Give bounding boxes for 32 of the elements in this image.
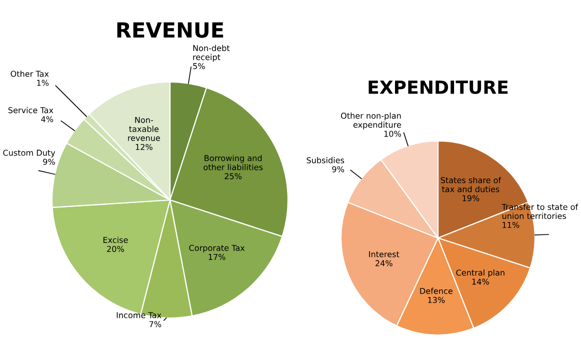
- slice-label: Subsidies: [306, 157, 344, 164]
- data-label: 19%: [462, 195, 480, 202]
- slice-label: Excise: [103, 236, 128, 243]
- data-label: 12%: [136, 144, 152, 150]
- data-label: 10%: [384, 130, 401, 137]
- data-label: 7%: [149, 321, 162, 328]
- slice-label: Central plan: [456, 269, 504, 278]
- data-label: 17%: [208, 254, 226, 260]
- slice-label: Interest: [369, 251, 400, 258]
- data-label: 13%: [428, 296, 445, 304]
- slice-label: Non- taxable revenue: [128, 116, 160, 142]
- slice-label: Other non-plan expenditure: [341, 112, 401, 130]
- data-label: 24%: [376, 260, 392, 266]
- slice-label: Non-debt receipt: [193, 44, 230, 62]
- slice-label: States share of tax and duties: [440, 176, 502, 192]
- data-label: 9%: [332, 166, 344, 172]
- data-label: 1%: [37, 80, 49, 86]
- data-label: 25%: [224, 173, 242, 180]
- data-label: 4%: [41, 116, 54, 122]
- chart-title: EXPENDITURE: [368, 80, 508, 94]
- data-label: 5%: [193, 63, 205, 70]
- slice-label: Service Tax: [8, 106, 54, 114]
- slice-label: Other Tax: [10, 70, 49, 77]
- data-label: 14%: [472, 278, 489, 285]
- slice-label: Corporate Tax: [189, 244, 245, 252]
- data-label: 11%: [502, 222, 520, 228]
- slice-label: Custom Duty: [3, 150, 56, 158]
- data-label: 9%: [43, 158, 55, 165]
- slice-label: Defence: [420, 288, 452, 294]
- data-label: 20%: [107, 246, 124, 252]
- chart-title: REVENUE: [117, 22, 224, 38]
- slice-label: Borrowing and other liabilities: [204, 154, 263, 170]
